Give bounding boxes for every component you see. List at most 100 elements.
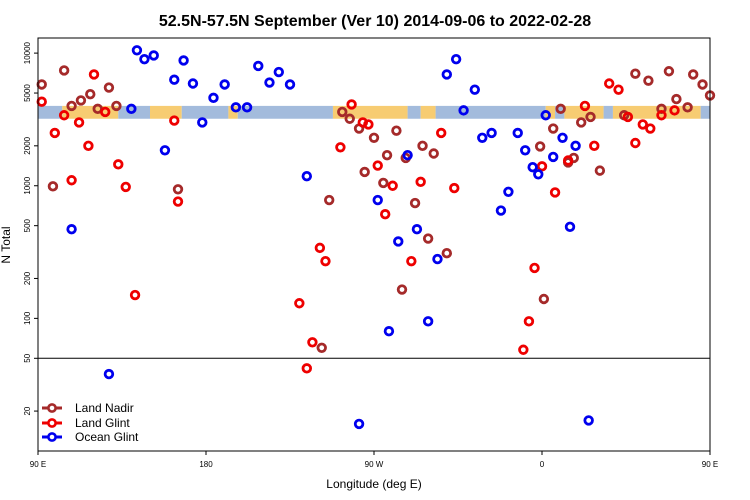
coverage-band: [38, 105, 710, 119]
point-land-nadir: [381, 149, 393, 161]
point-ocean-glint: [219, 79, 230, 90]
point-ocean-glint: [422, 316, 434, 327]
point-ocean-glint: [208, 92, 219, 104]
x-tick-label: 0: [540, 460, 545, 469]
legend-marker-land-glint: [47, 418, 57, 428]
point-ocean-glint: [131, 45, 143, 56]
point-ocean-glint: [527, 161, 538, 173]
point-ocean-glint: [139, 53, 150, 65]
point-land-glint: [320, 255, 331, 267]
point-land-glint: [656, 110, 667, 121]
point-land-nadir: [85, 89, 96, 100]
point-ocean-glint: [402, 149, 413, 161]
point-ocean-glint: [583, 415, 594, 426]
point-land-glint: [372, 160, 383, 171]
point-land-glint: [613, 84, 624, 95]
point-land-glint: [518, 344, 529, 355]
point-ocean-glint: [301, 171, 312, 182]
band-segment-ocean: [435, 105, 546, 119]
point-land-nadir: [47, 181, 59, 192]
point-ocean-glint: [383, 326, 395, 337]
point-land-glint: [645, 123, 656, 134]
point-land-nadir: [344, 113, 355, 124]
legend-marker-land-nadir: [47, 403, 57, 413]
point-ocean-glint: [169, 74, 180, 85]
point-ocean-glint: [503, 186, 514, 198]
point-ocean-glint: [148, 50, 159, 61]
data-points: [36, 45, 716, 430]
point-land-glint: [99, 106, 111, 118]
point-land-nadir: [630, 68, 641, 79]
legend-label-land-nadir: Land Nadir: [75, 401, 134, 415]
point-land-nadir: [172, 184, 184, 195]
point-land-glint: [129, 289, 141, 301]
point-land-nadir: [538, 293, 550, 305]
point-land-nadir: [682, 102, 693, 113]
point-land-glint: [449, 182, 460, 194]
point-ocean-glint: [264, 77, 275, 88]
band-segment-land: [545, 105, 556, 119]
point-land-glint: [294, 298, 305, 309]
y-tick-label: 50: [23, 353, 32, 362]
y-axis-ticks: 20 50 100 200 500 1000 2000 5000 10000: [23, 41, 38, 416]
point-land-glint: [604, 78, 615, 89]
point-land-nadir: [585, 111, 596, 123]
point-ocean-glint: [557, 132, 568, 143]
x-axis-label: Longitude (deg E): [326, 477, 421, 491]
point-land-nadir: [391, 125, 402, 136]
point-land-nadir: [378, 177, 389, 189]
point-ocean-glint: [540, 110, 551, 121]
point-ocean-glint: [512, 127, 523, 139]
point-ocean-glint: [126, 103, 137, 115]
y-tick-label: 20: [23, 406, 32, 415]
point-land-glint: [113, 159, 124, 170]
point-ocean-glint: [159, 145, 171, 156]
point-land-glint: [58, 110, 70, 121]
x-tick-label: 180: [199, 460, 213, 469]
point-land-nadir: [428, 148, 439, 159]
legend: Land Nadir Land Glint Ocean Glint: [42, 401, 139, 444]
point-land-nadir: [663, 66, 675, 77]
y-tick-label: 10000: [23, 41, 32, 64]
point-land-glint: [536, 161, 548, 172]
y-tick-label: 200: [23, 271, 32, 285]
band-segment-ocean: [407, 105, 421, 119]
point-land-glint: [415, 176, 426, 188]
band-segment-ocean: [700, 105, 710, 119]
point-ocean-glint: [570, 140, 581, 152]
x-axis-ticks: 90 E 180 90 W 0 90 E: [30, 451, 718, 469]
point-ocean-glint: [411, 224, 423, 235]
point-ocean-glint: [273, 66, 284, 78]
legend-marker-ocean-glint: [47, 432, 57, 442]
point-ocean-glint: [178, 55, 189, 66]
point-land-nadir: [359, 166, 370, 178]
legend-item-land-glint: Land Glint: [42, 416, 130, 430]
point-land-glint: [637, 119, 648, 130]
point-land-glint: [36, 96, 47, 107]
point-land-nadir: [316, 342, 327, 353]
point-land-glint: [66, 175, 77, 186]
point-land-nadir: [103, 82, 115, 93]
point-land-glint: [436, 127, 447, 139]
point-land-glint: [387, 180, 398, 191]
point-ocean-glint: [486, 127, 497, 139]
point-ocean-glint: [284, 79, 296, 90]
point-ocean-glint: [241, 102, 253, 113]
point-land-nadir: [337, 106, 348, 118]
band-segment-ocean: [181, 105, 229, 119]
point-ocean-glint: [533, 169, 544, 180]
point-land-glint: [630, 137, 641, 149]
point-land-glint: [172, 196, 184, 207]
point-ocean-glint: [520, 145, 531, 156]
point-ocean-glint: [458, 105, 469, 116]
point-ocean-glint: [548, 151, 559, 163]
point-land-glint: [589, 140, 600, 152]
legend-label-land-glint: Land Glint: [75, 416, 130, 430]
point-land-nadir: [66, 100, 77, 112]
point-land-nadir: [368, 132, 380, 143]
point-land-glint: [549, 187, 561, 198]
point-ocean-glint: [187, 78, 199, 89]
point-land-nadir: [422, 233, 434, 244]
point-land-nadir: [417, 140, 428, 152]
